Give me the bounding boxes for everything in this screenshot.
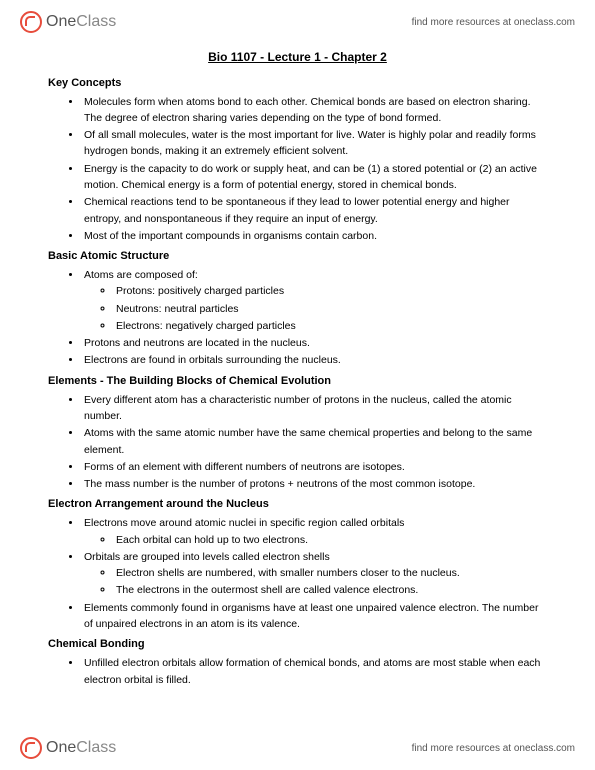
list-item: Unfilled electron orbitals allow formati… [82, 655, 547, 688]
list-item: Orbitals are grouped into levels called … [82, 549, 547, 599]
document-title: Bio 1107 - Lecture 1 - Chapter 2 [48, 48, 547, 67]
section-heading: Chemical Bonding [48, 636, 547, 653]
header-resources-link[interactable]: find more resources at oneclass.com [412, 17, 575, 28]
list-item: Protons and neutrons are located in the … [82, 335, 547, 351]
list-item: Forms of an element with different numbe… [82, 459, 547, 475]
logo: OneClass [20, 11, 116, 33]
oneclass-logo-icon [20, 11, 42, 33]
list-item: Atoms are composed of:Protons: positivel… [82, 267, 547, 334]
section-heading: Basic Atomic Structure [48, 248, 547, 265]
oneclass-logo-icon [20, 737, 42, 759]
list-item: Each orbital can hold up to two electron… [114, 532, 547, 548]
list-item: The electrons in the outermost shell are… [114, 582, 547, 598]
footer-bar: OneClass find more resources at oneclass… [0, 730, 595, 770]
sub-bullet-list: Electron shells are numbered, with small… [84, 565, 547, 599]
list-item: Molecules form when atoms bond to each o… [82, 94, 547, 127]
logo-text-one: One [46, 13, 76, 31]
list-item: Atoms with the same atomic number have t… [82, 425, 547, 458]
logo-text-class: Class [76, 13, 116, 31]
header-bar: OneClass find more resources at oneclass… [0, 0, 595, 40]
bullet-list: Atoms are composed of:Protons: positivel… [48, 267, 547, 369]
footer-logo-text-class: Class [76, 739, 116, 757]
sub-bullet-list: Each orbital can hold up to two electron… [84, 532, 547, 548]
bullet-list: Molecules form when atoms bond to each o… [48, 94, 547, 244]
bullet-list: Every different atom has a characteristi… [48, 392, 547, 493]
list-item: Electrons are found in orbitals surround… [82, 352, 547, 368]
bullet-list: Unfilled electron orbitals allow formati… [48, 655, 547, 688]
sub-bullet-list: Protons: positively charged particles Neu… [84, 283, 547, 334]
document-content: Bio 1107 - Lecture 1 - Chapter 2 Key Con… [0, 40, 595, 688]
section-heading: Key Concepts [48, 75, 547, 92]
footer-resources-link[interactable]: find more resources at oneclass.com [412, 743, 575, 754]
footer-logo: OneClass [20, 737, 116, 759]
list-item: Energy is the capacity to do work or sup… [82, 161, 547, 194]
section-heading: Elements - The Building Blocks of Chemic… [48, 373, 547, 390]
list-item: Electron shells are numbered, with small… [114, 565, 547, 581]
list-item: The mass number is the number of protons… [82, 476, 547, 492]
list-item: Elements commonly found in organisms hav… [82, 600, 547, 633]
bullet-list: Electrons move around atomic nuclei in s… [48, 515, 547, 632]
list-item: Electrons move around atomic nuclei in s… [82, 515, 547, 548]
footer-logo-text-one: One [46, 739, 76, 757]
section-heading: Electron Arrangement around the Nucleus [48, 496, 547, 513]
list-item: Protons: positively charged particles [114, 283, 547, 299]
list-item: Of all small molecules, water is the mos… [82, 127, 547, 160]
list-item: Neutrons: neutral particles [114, 301, 547, 317]
list-item: Electrons: negatively charged particles [114, 318, 547, 334]
list-item: Every different atom has a characteristi… [82, 392, 547, 425]
list-item: Most of the important compounds in organ… [82, 228, 547, 244]
list-item: Chemical reactions tend to be spontaneou… [82, 194, 547, 227]
